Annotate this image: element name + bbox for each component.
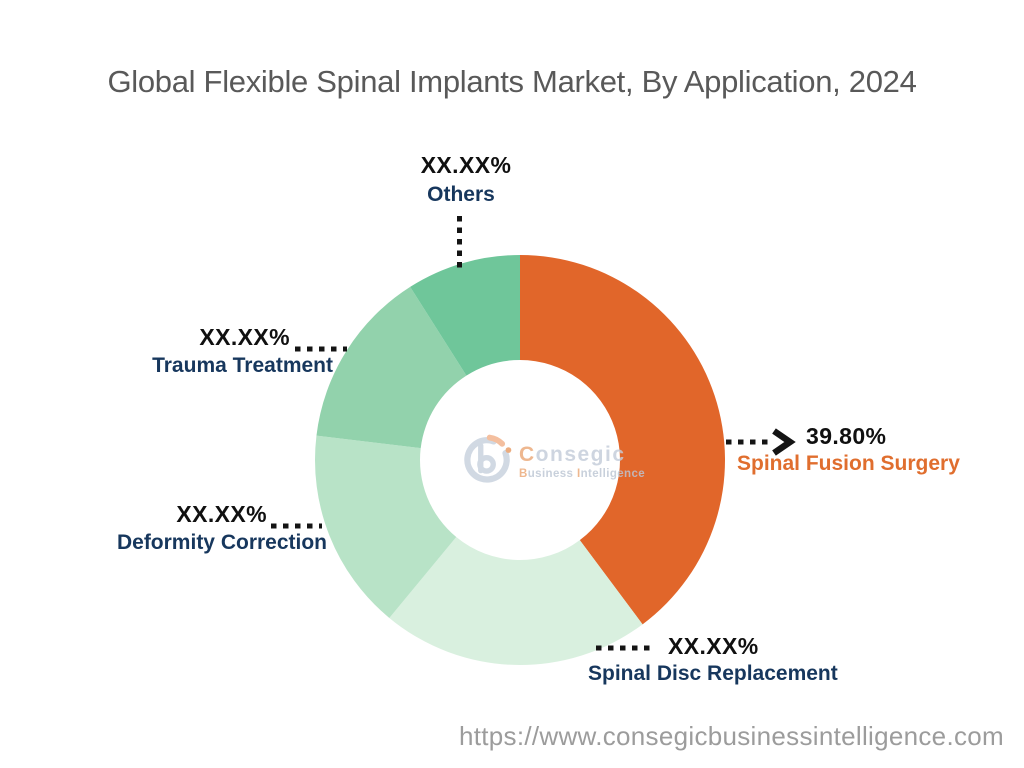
donut-segment-deformity-correction bbox=[315, 435, 457, 618]
segment-label-deformity-correction: Deformity Correction bbox=[116, 531, 327, 554]
segment-pct-spinal-disc-replacement: XX.XX% bbox=[668, 633, 759, 659]
donut-segment-spinal-fusion-surgery bbox=[520, 255, 725, 625]
donut-segments bbox=[315, 255, 725, 666]
segment-pct-others: XX.XX% bbox=[420, 152, 512, 178]
segment-label-trauma-treatment: Trauma Treatment bbox=[152, 354, 333, 377]
segment-pct-trauma-treatment: XX.XX% bbox=[199, 324, 290, 350]
logo-tagline: Business Intelligence bbox=[519, 468, 645, 480]
logo-name: Consegic bbox=[519, 443, 626, 467]
consegic-logo: Consegic Business Intelligence bbox=[462, 430, 645, 493]
chart-title: Global Flexible Spinal Implants Market, … bbox=[107, 64, 917, 99]
segment-pct-spinal-fusion-surgery: 39.80% bbox=[806, 423, 887, 449]
segment-label-others: Others bbox=[427, 183, 495, 206]
logo-tagline-word1: Business bbox=[519, 467, 574, 480]
donut-segment-trauma-treatment bbox=[316, 286, 467, 449]
arrow-right-icon bbox=[772, 428, 796, 456]
segment-pct-deformity-correction: XX.XX% bbox=[176, 501, 267, 527]
consegic-logo-text: Consegic Business Intelligence bbox=[519, 443, 645, 479]
donut-segment-others bbox=[410, 255, 520, 376]
segment-label-spinal-fusion-surgery: Spinal Fusion Surgery bbox=[737, 452, 960, 475]
consegic-logo-icon bbox=[462, 430, 512, 493]
website-url: https://www.consegicbusinessintelligence… bbox=[458, 721, 1004, 751]
logo-tagline-word2: Intelligence bbox=[576, 467, 646, 480]
donut-segment-spinal-disc-replacement bbox=[389, 537, 643, 666]
connector-lines bbox=[271, 216, 796, 651]
segment-label-spinal-disc-replacement: Spinal Disc Replacement bbox=[588, 662, 838, 685]
